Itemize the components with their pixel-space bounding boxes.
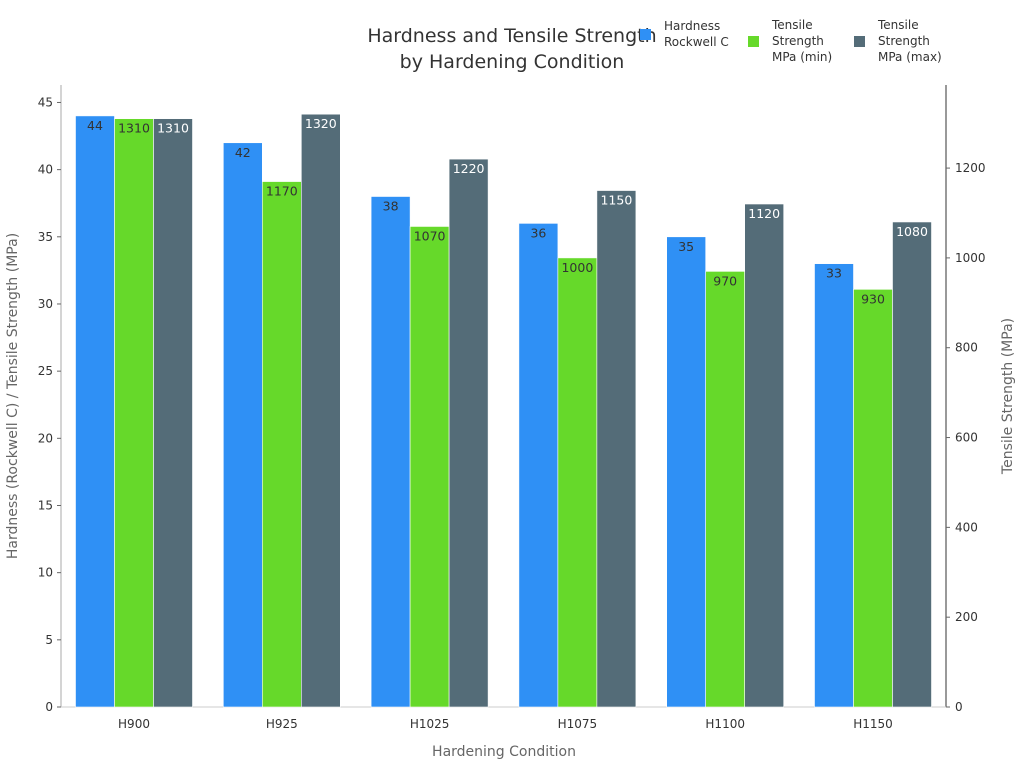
bar (300, 113, 341, 708)
legend-label: MPa (min) (772, 50, 832, 64)
y-tick-label: 35 (38, 230, 53, 244)
legend-label: Tensile (877, 18, 919, 32)
y-tick-label: 5 (45, 633, 53, 647)
x-tick-label: H1075 (558, 717, 598, 731)
y2-tick-label: 1000 (955, 251, 986, 265)
y2-tick-label: 0 (955, 700, 963, 714)
data-label: 1310 (118, 121, 150, 136)
data-label: 1000 (561, 260, 593, 275)
y2-axis-label: Tensile Strength (MPa) (1000, 318, 1016, 475)
bar (853, 289, 893, 708)
x-tick-label: H1100 (705, 717, 745, 731)
bar (370, 196, 411, 708)
data-label: 33 (826, 266, 842, 281)
data-label: 36 (530, 225, 546, 240)
data-label: 44 (87, 118, 103, 133)
legend-label: Strength (878, 34, 930, 48)
data-label: 1120 (748, 206, 780, 221)
bar (448, 158, 489, 708)
bar (596, 190, 637, 708)
y-tick-label: 25 (38, 364, 53, 378)
y2-tick-label: 800 (955, 341, 978, 355)
bar (666, 236, 707, 708)
chart-subtitle: by Hardening Condition (400, 51, 625, 73)
data-label: 1220 (453, 161, 485, 176)
y2-tick-label: 600 (955, 431, 978, 445)
bar (153, 118, 193, 708)
data-label: 930 (861, 291, 885, 306)
legend-label: Rockwell C (664, 35, 729, 49)
y2-tick-label: 400 (955, 520, 978, 534)
legend-label: Tensile (771, 18, 813, 32)
legend-label: Hardness (664, 19, 720, 33)
chart-title: Hardness and Tensile Strength (367, 25, 656, 47)
bar (814, 263, 854, 708)
y-tick-label: 0 (45, 700, 53, 714)
x-tick-label: H900 (118, 717, 150, 731)
legend-swatch (854, 36, 865, 47)
legend-swatch (748, 36, 759, 47)
bar (744, 203, 785, 708)
bar (75, 115, 115, 708)
bar (261, 181, 302, 708)
bar (557, 257, 598, 708)
bar (409, 226, 450, 708)
data-label: 1170 (266, 184, 298, 199)
y-tick-label: 40 (38, 163, 53, 177)
y-axis-label: Hardness (Rockwell C) / Tensile Strength… (5, 233, 21, 559)
legend-swatch (640, 29, 651, 40)
y2-tick-label: 1200 (955, 161, 986, 175)
data-label: 1310 (157, 121, 189, 136)
x-tick-label: H1150 (853, 717, 893, 731)
data-label: 1320 (305, 116, 337, 131)
y-tick-label: 45 (38, 95, 53, 109)
legend-label: Strength (772, 34, 824, 48)
legend-label: MPa (max) (878, 50, 942, 64)
x-axis-label: Hardening Condition (432, 744, 576, 760)
bar (892, 221, 932, 708)
x-tick-label: H1025 (410, 717, 450, 731)
data-label: 1150 (600, 193, 632, 208)
y2-tick-label: 200 (955, 610, 978, 624)
y-tick-label: 30 (38, 297, 53, 311)
y-tick-label: 15 (38, 498, 53, 512)
data-label: 35 (678, 239, 694, 254)
data-label: 1080 (896, 224, 928, 239)
y-tick-label: 10 (38, 566, 53, 580)
bar (114, 118, 154, 708)
data-label: 970 (713, 273, 737, 288)
bar (518, 223, 559, 708)
data-label: 42 (235, 145, 251, 160)
data-label: 1070 (414, 228, 446, 243)
x-tick-label: H925 (266, 717, 298, 731)
y-tick-label: 20 (38, 431, 53, 445)
data-label: 38 (383, 199, 399, 214)
bar (705, 271, 746, 708)
bar (223, 142, 263, 708)
